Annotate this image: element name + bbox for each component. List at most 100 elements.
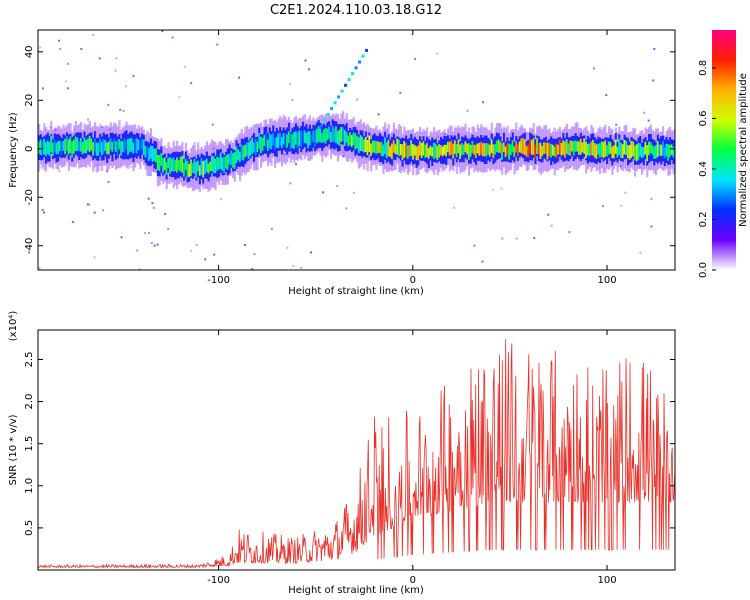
ridge-cell	[235, 146, 238, 164]
noise-speck	[292, 264, 295, 267]
streak-cell	[323, 118, 327, 122]
ridge-cell	[625, 140, 628, 156]
ridge-cell	[256, 141, 259, 153]
noise-speck	[41, 87, 44, 90]
spectrogram-ticks: -100 0 100 40 20 0 -20 -40	[24, 30, 675, 286]
ridge-cell	[363, 139, 366, 153]
ridge-cell	[228, 153, 231, 165]
ridge-cell	[478, 142, 481, 156]
ridge-cell	[322, 129, 326, 143]
ridge-cell	[410, 140, 413, 156]
ridge-cell	[57, 141, 60, 155]
ridge-cell	[586, 144, 590, 156]
ridge-cell	[558, 139, 562, 155]
ridge-cell	[412, 144, 415, 160]
ridge-cell	[623, 139, 626, 155]
ridge-cell	[527, 144, 530, 158]
ridge-cell	[232, 153, 235, 168]
ridge-cell	[371, 140, 375, 153]
spectrogram-panel: -100 0 100 40 20 0 -20 -40 Height of straight l…	[8, 29, 676, 297]
ridge-cell	[58, 140, 62, 152]
ridge-cell	[403, 141, 406, 158]
ridge-cell	[240, 144, 243, 160]
noise-speck	[244, 244, 247, 247]
ridge-cell	[520, 138, 523, 154]
noise-speck	[270, 228, 273, 231]
snr-y-multiplier: (x10⁴)	[8, 311, 19, 342]
noise-speck	[102, 209, 105, 212]
ridge-cell	[562, 140, 565, 155]
colorbar-tick-label: 0.4	[698, 161, 709, 177]
ridge-cell	[648, 141, 651, 156]
noise-speck	[152, 206, 155, 209]
ridge-cell	[518, 141, 521, 153]
y-tick-label: 0	[24, 146, 35, 152]
ridge-cell	[639, 143, 642, 157]
ridge-cell	[459, 144, 462, 159]
ridge-cell	[249, 140, 252, 156]
ridge-cell	[644, 141, 647, 155]
ridge-cell	[198, 165, 202, 176]
noise-speck	[605, 94, 608, 97]
noise-speck	[86, 203, 89, 206]
ridge-cell	[590, 141, 593, 156]
ridge-cell	[530, 139, 534, 155]
noise-speck	[289, 83, 292, 86]
ridge-cell	[92, 142, 95, 156]
ridge-cell	[628, 144, 631, 160]
ridge-cell	[462, 144, 465, 155]
noise-speck	[57, 39, 60, 42]
ridge-cell	[668, 144, 672, 157]
ridge-cell	[261, 138, 264, 151]
ridge-cell	[406, 145, 409, 159]
colorbar-label: Normalized spectral amplitude	[738, 73, 749, 227]
noise-speck	[547, 213, 550, 216]
noise-speck	[66, 87, 69, 90]
y-tick-label: -40	[24, 238, 35, 254]
y-tick-label: 0.5	[24, 520, 35, 536]
ridge-cell	[450, 140, 453, 155]
ridge-cell	[85, 140, 88, 154]
x-tick-label: 100	[597, 575, 616, 586]
ridge-cell	[522, 137, 525, 155]
noise-speck	[156, 243, 159, 246]
noise-speck	[136, 249, 139, 252]
ridge-cell	[183, 162, 186, 177]
ridge-cell	[539, 142, 542, 159]
noise-speck	[130, 165, 133, 168]
ridge-cell	[343, 129, 347, 147]
ridge-cell	[38, 141, 41, 154]
ridge-cell	[663, 147, 666, 159]
ridge-cell	[359, 135, 362, 152]
snr-y-label: SNR (10 * v/v)	[8, 414, 19, 485]
colorbar-tick-label: 0.0	[698, 262, 709, 278]
ridge-cell	[634, 145, 637, 160]
ridge-cell	[239, 151, 242, 163]
ridge-cell	[560, 142, 563, 156]
ridge-cell	[508, 143, 511, 160]
ridge-cell	[214, 158, 217, 174]
ridge-cell	[181, 155, 184, 173]
noise-speck	[500, 187, 503, 190]
ridge-cell	[474, 144, 478, 158]
streak-cell	[333, 101, 337, 105]
ridge-cell	[293, 132, 296, 149]
ridge-cell	[487, 143, 490, 155]
ridge-cell	[118, 139, 121, 150]
ridge-cell	[349, 132, 352, 146]
ridge-cell	[366, 139, 369, 156]
y-tick-label: 20	[24, 94, 35, 107]
x-tick-label: 0	[410, 575, 416, 586]
noise-speck	[195, 244, 198, 247]
noise-speck	[171, 36, 174, 39]
ridge-cell	[244, 144, 247, 158]
ridge-cell	[419, 141, 422, 156]
ridge-cell	[287, 131, 291, 144]
ridge-cell	[335, 126, 338, 144]
ridge-cell	[534, 144, 537, 159]
ridge-cell	[307, 131, 310, 149]
noise-speck	[153, 244, 156, 247]
noise-speck	[148, 232, 151, 235]
ridge-cell	[247, 142, 250, 159]
ridge-cell	[392, 140, 396, 153]
